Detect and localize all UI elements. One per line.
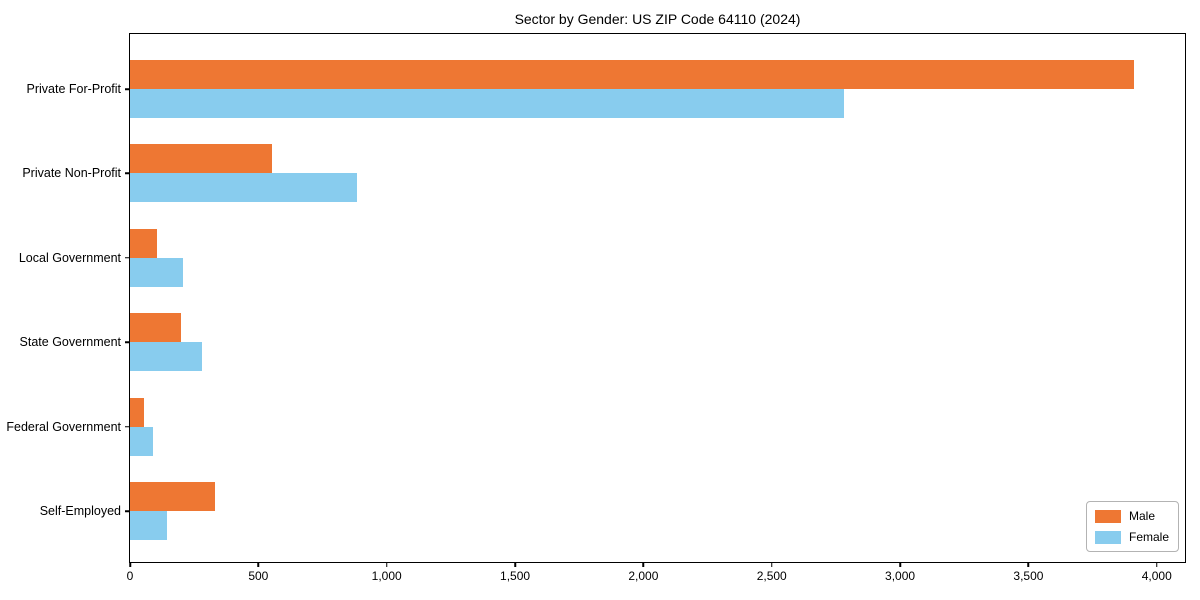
bar-female-0 <box>130 89 844 118</box>
x-tick-mark <box>642 562 645 567</box>
y-tick-label: State Government <box>19 335 121 350</box>
legend-entry-male: Male <box>1094 509 1169 523</box>
bar-male-3 <box>130 313 182 343</box>
x-tick-mark <box>514 562 516 567</box>
bar-female-1 <box>130 173 358 203</box>
x-tick-mark <box>385 562 388 567</box>
plot-area: 0 500 1,000 1,500 2,000 2,500 3,000 3,500 4,000 … <box>6 33 1186 583</box>
y-tick-label: Self-Employed <box>39 504 121 518</box>
bar-male-1 <box>130 144 273 174</box>
legend-entry-female: Female <box>1094 530 1169 544</box>
y-tick-label: Private Non-Profit <box>22 166 121 181</box>
x-tick-mark <box>899 562 901 567</box>
x-tick-label: 500 <box>248 569 269 583</box>
legend-label: Female <box>1128 530 1169 544</box>
legend-swatch-female <box>1094 530 1121 544</box>
chart-title: Sector by Gender: US ZIP Code 64110 (202… <box>514 11 801 27</box>
x-tick-label: 4,000 <box>1141 569 1172 583</box>
x-tick-label: 1,000 <box>371 569 402 583</box>
x-tick-mark <box>257 562 260 567</box>
y-tick-mark <box>125 425 130 428</box>
y-tick-mark <box>125 172 130 175</box>
bar-female-3 <box>130 342 202 372</box>
bar-male-5 <box>130 482 215 511</box>
bar-male-2 <box>130 228 157 258</box>
bar-male-0 <box>130 60 1134 89</box>
x-tick-mark <box>770 562 773 567</box>
legend: Male Female <box>1085 501 1179 552</box>
y-tick-mark <box>125 510 130 512</box>
y-tick-label: Local Government <box>18 250 121 265</box>
bar-female-4 <box>130 426 154 456</box>
y-tick-mark <box>125 341 130 343</box>
bar-female-2 <box>130 257 183 287</box>
y-tick-label: Private For-Profit <box>26 82 121 96</box>
x-tick-label: 2,500 <box>756 569 787 583</box>
x-tick-label: 3,000 <box>885 569 916 583</box>
x-tick-mark <box>1156 562 1158 567</box>
legend-swatch-male <box>1094 509 1121 523</box>
x-tick-mark <box>129 562 131 567</box>
y-tick-label: Federal Government <box>6 419 121 434</box>
x-tick-label: 3,500 <box>1013 569 1044 583</box>
x-tick-label: 2,000 <box>628 569 659 583</box>
bar-female-5 <box>130 511 168 540</box>
x-tick-mark <box>1027 562 1030 567</box>
y-tick-mark <box>125 88 130 90</box>
legend-label: Male <box>1128 509 1155 523</box>
x-tick-label: 1,500 <box>500 569 531 583</box>
bar-male-4 <box>130 397 145 427</box>
x-tick-label: 0 <box>126 569 134 583</box>
y-tick-mark <box>125 257 130 259</box>
